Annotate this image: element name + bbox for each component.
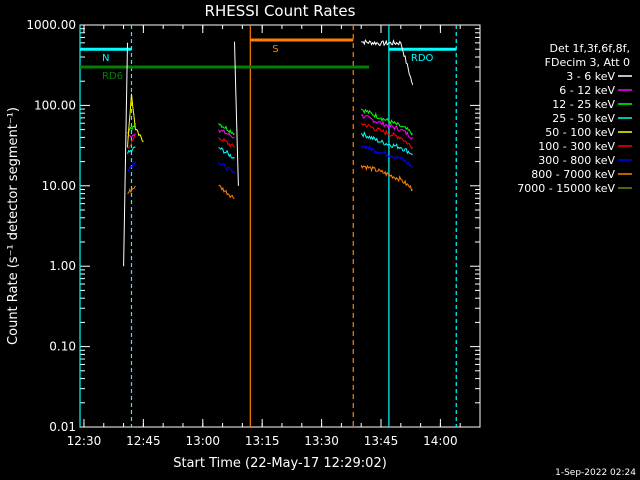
- annotation-label: RD6: [102, 71, 123, 82]
- x-axis-label: Start Time (22-May-17 12:29:02): [173, 456, 387, 471]
- legend-entry-label: 3 - 6 keV: [566, 70, 615, 83]
- series-line: [123, 42, 128, 267]
- series-line: [360, 130, 413, 156]
- x-tick-label: 14:00: [423, 434, 458, 448]
- legend-entry-label: 800 - 7000 keV: [531, 168, 615, 181]
- legend-entry-label: 50 - 100 keV: [545, 126, 615, 139]
- y-tick-label: 1.00: [49, 259, 76, 273]
- legend: Det 1f,3f,6f,8f, FDecim 3, Att 0 3 - 6 k…: [517, 42, 632, 195]
- y-tick-label: 10.00: [42, 179, 76, 193]
- series-line: [218, 146, 235, 159]
- series-line: [218, 122, 235, 136]
- series-line: [360, 164, 414, 192]
- legend-entry-label: 100 - 300 keV: [538, 140, 615, 153]
- legend-entry-label: 7000 - 15000 keV: [517, 182, 615, 195]
- series-line: [218, 137, 235, 148]
- series-line: [127, 93, 144, 148]
- series-line: [127, 185, 136, 194]
- x-tick-label: 12:45: [126, 434, 161, 448]
- legend-entry-label: 25 - 50 keV: [552, 112, 615, 125]
- series-line: [234, 41, 239, 186]
- legend-header-line-1: Det 1f,3f,6f,8f,: [549, 42, 630, 55]
- legend-entry-label: 300 - 800 keV: [538, 154, 615, 167]
- series-line: [127, 135, 136, 149]
- series-line: [360, 108, 414, 136]
- series-line: [127, 133, 136, 139]
- x-tick-label: 13:45: [364, 434, 399, 448]
- x-tick-label: 12:30: [67, 434, 102, 448]
- x-tick-label: 13:30: [304, 434, 339, 448]
- chart-title: RHESSI Count Rates: [205, 2, 356, 20]
- legend-header-line-2: FDecim 3, Att 0: [545, 56, 630, 69]
- series-line: [360, 113, 414, 140]
- series-lines: [123, 39, 414, 267]
- series-line: [360, 122, 414, 150]
- y-tick-label: 0.01: [49, 420, 76, 434]
- legend-entry-label: 6 - 12 keV: [559, 84, 615, 97]
- vertical-markers: [79, 25, 457, 427]
- x-tick-label: 13:15: [245, 434, 280, 448]
- legend-entry-label: 12 - 25 keV: [552, 98, 615, 111]
- series-line: [127, 146, 136, 154]
- annotation-label: S: [272, 44, 278, 55]
- series-line: [218, 129, 235, 139]
- y-tick-label: 100.00: [34, 98, 76, 112]
- y-axis-ticks: 0.01 0.10 1.00 10.00 100.00 1000.00: [26, 18, 480, 434]
- series-line: [360, 144, 413, 168]
- y-tick-label: 0.10: [49, 340, 76, 354]
- x-axis-ticks: 12:30 12:45 13:00 13:15 13:30 13:45 14:00: [67, 25, 461, 448]
- footer-date: 1-Sep-2022 02:24: [555, 468, 636, 478]
- annotation-bars: N RDO RD6 S: [80, 38, 457, 82]
- annotation-label: RDO: [411, 53, 434, 64]
- x-tick-label: 13:00: [185, 434, 220, 448]
- y-tick-label: 1000.00: [26, 18, 76, 32]
- series-line: [127, 161, 136, 172]
- series-line: [218, 161, 235, 175]
- series-line: [361, 39, 414, 86]
- annotation-label: N: [102, 53, 109, 64]
- series-line: [218, 184, 235, 199]
- y-axis-label: Count Rate (s⁻¹ detector segment⁻¹): [6, 107, 21, 345]
